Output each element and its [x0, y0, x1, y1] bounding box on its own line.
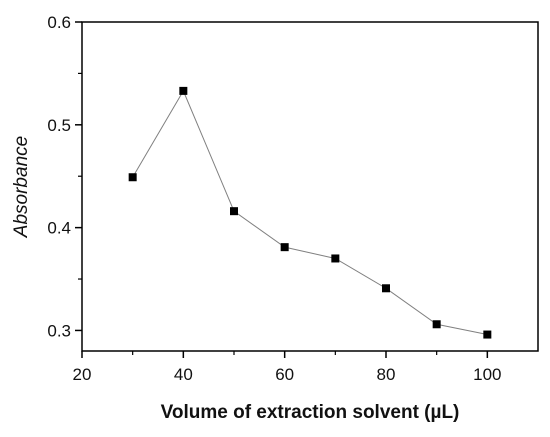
- data-point: [128, 173, 137, 182]
- data-point: [280, 243, 289, 252]
- x-tick-label: 20: [73, 365, 92, 384]
- y-tick-labels: 0.3 0.4 0.5 0.6: [47, 13, 71, 340]
- y-tick-label: 0.6: [47, 13, 71, 32]
- data-point: [483, 330, 492, 339]
- x-tick-label: 60: [275, 365, 294, 384]
- data-point: [179, 86, 188, 95]
- x-tick-label: 80: [377, 365, 396, 384]
- data-point: [382, 284, 390, 293]
- series-line: [132, 89, 488, 336]
- tick-group: [75, 21, 489, 358]
- y-tick-label: 0.5: [47, 116, 71, 135]
- data-points: [128, 86, 492, 339]
- data-point: [230, 207, 238, 216]
- plot-frame: [81, 21, 539, 352]
- x-tick-labels: 20 40 60 80 100: [73, 365, 502, 384]
- y-tick-label: 0.3: [47, 321, 71, 340]
- y-tick-label: 0.4: [47, 219, 71, 238]
- x-tick-label: 40: [174, 365, 193, 384]
- y-axis-title: Absorbance: [11, 136, 32, 238]
- data-point: [331, 254, 340, 263]
- x-axis-title: Volume of extraction solvent (µL): [161, 402, 460, 423]
- x-tick-label: 100: [473, 365, 501, 384]
- data-point: [432, 320, 441, 329]
